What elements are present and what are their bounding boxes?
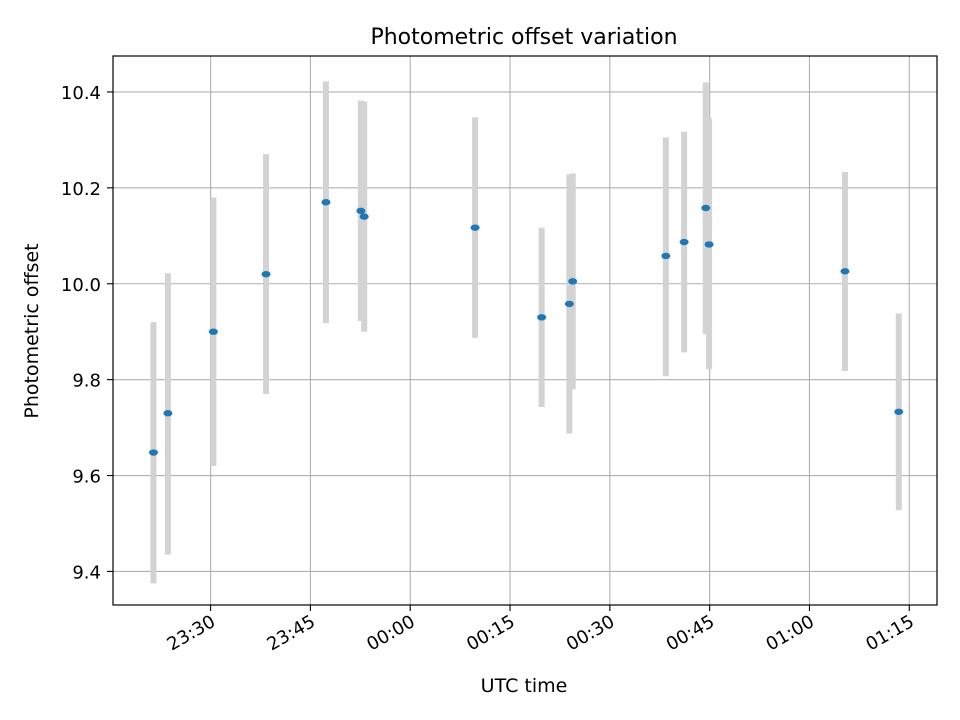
data-point <box>470 224 480 231</box>
data-point <box>208 328 218 335</box>
x-axis-ticks: 23:30 23:45 00:00 00:15 00:30 00:45 01:00 01:15 <box>164 605 918 655</box>
data-point <box>701 204 711 212</box>
grid-lines <box>113 56 937 605</box>
data-point <box>661 252 671 260</box>
x-tick-label: 23:45 <box>263 611 318 655</box>
data-point <box>163 410 173 417</box>
chart-title: Photometric offset variation <box>370 25 677 50</box>
data-point <box>261 270 271 278</box>
data-point <box>568 278 578 285</box>
data-point <box>537 314 547 321</box>
data-point <box>704 241 714 248</box>
y-tick-label: 10.4 <box>61 83 101 104</box>
data-point <box>321 199 331 206</box>
data-point <box>359 213 369 220</box>
data-point <box>148 449 158 456</box>
x-axis-label: UTC time <box>481 675 568 697</box>
y-axis-label: Photometric offset <box>21 243 43 418</box>
data-point <box>564 300 574 308</box>
data-point <box>356 207 366 215</box>
plot-frame <box>112 55 938 606</box>
x-tick-label: 00:15 <box>463 611 518 655</box>
y-tick-label: 9.6 <box>72 467 101 488</box>
data-points <box>148 199 904 456</box>
y-tick-label: 9.4 <box>72 562 101 583</box>
x-tick-label: 00:00 <box>363 611 418 655</box>
data-point <box>679 238 689 246</box>
error-bars <box>150 81 902 584</box>
x-tick-label: 01:15 <box>862 611 917 655</box>
y-tick-label: 9.8 <box>72 371 101 392</box>
y-axis-ticks: 9.4 9.6 9.8 10.0 10.2 10.4 <box>61 83 113 583</box>
y-tick-label: 10.0 <box>61 275 101 296</box>
x-tick-label: 01:00 <box>763 611 818 655</box>
data-point <box>894 408 904 415</box>
x-tick-label: 00:30 <box>563 611 618 655</box>
y-tick-label: 10.2 <box>61 179 101 200</box>
data-point <box>840 268 850 275</box>
x-tick-label: 00:45 <box>663 611 718 655</box>
x-tick-label: 23:30 <box>164 611 219 655</box>
